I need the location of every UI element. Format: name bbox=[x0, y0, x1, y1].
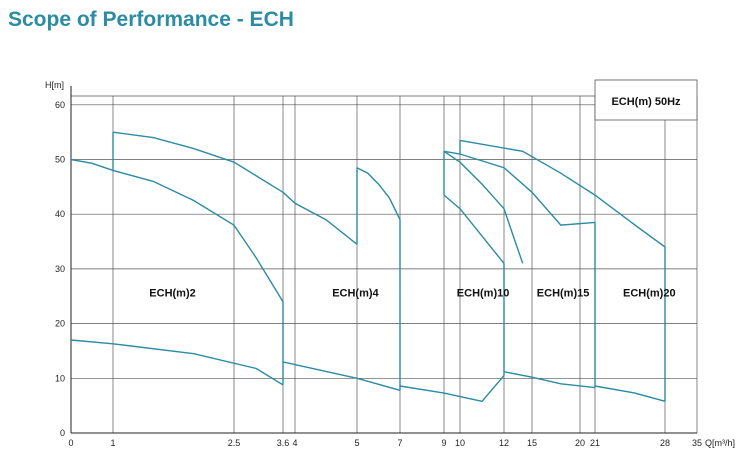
region-label-echm4: ECH(m)4 bbox=[332, 287, 379, 299]
curve-4-top bbox=[459, 139, 666, 248]
y-tick-label: 10 bbox=[55, 373, 65, 383]
x-tick-label: 15 bbox=[527, 438, 537, 448]
legend-box-group: ECH(m) 50Hz bbox=[594, 79, 698, 121]
y-tick-label: 60 bbox=[55, 100, 65, 110]
legend-text: ECH(m) 50Hz bbox=[611, 96, 681, 108]
curve-1-top bbox=[282, 191, 358, 245]
region-label-echm20: ECH(m)20 bbox=[623, 287, 676, 299]
curve-0-top bbox=[112, 131, 284, 193]
x-tick-label: 9 bbox=[441, 438, 446, 448]
axes: 0 10 20 30 40 50 60 0 1 2.5 3.6 4 5 7 9 10 12 15 20 21 28 35 H… bbox=[45, 80, 735, 448]
x-tick-label: 35 bbox=[692, 438, 702, 448]
x-axis-label: Q[m³/h] bbox=[705, 438, 735, 448]
curve-2-bottom bbox=[399, 375, 505, 403]
page-title: Scope of Performance - ECH bbox=[8, 8, 294, 31]
region-label-echm15: ECH(m)15 bbox=[537, 287, 590, 299]
curves bbox=[70, 131, 666, 403]
region-labels: ECH(m)2 ECH(m)4 ECH(m)10 ECH(m)15 ECH(m)20 bbox=[149, 287, 675, 299]
x-tick-label: 1 bbox=[110, 438, 115, 448]
x-tick-label: 21 bbox=[590, 438, 600, 448]
y-tick-label: 0 bbox=[60, 428, 65, 438]
region-label-echm2: ECH(m)2 bbox=[149, 287, 195, 299]
x-tick-label: 2.5 bbox=[228, 438, 241, 448]
curve-2-top bbox=[443, 150, 524, 264]
curve-2-mid bbox=[443, 194, 505, 264]
grid-lines bbox=[71, 95, 698, 433]
x-tick-label: 4 bbox=[292, 438, 297, 448]
y-tick-label: 30 bbox=[55, 264, 65, 274]
y-tick-label: 20 bbox=[55, 319, 65, 329]
y-tick-label: 40 bbox=[55, 209, 65, 219]
curve-4-bottom bbox=[594, 385, 666, 402]
x-tick-label: 10 bbox=[455, 438, 465, 448]
y-tick-label: 50 bbox=[55, 155, 65, 165]
x-tick-label: 5 bbox=[354, 438, 359, 448]
curve-3-top bbox=[443, 150, 596, 226]
x-tick-label: 12 bbox=[499, 438, 509, 448]
y-axis-label: H[m] bbox=[45, 80, 64, 90]
curve-1-mid bbox=[356, 167, 401, 291]
x-tick-label: 7 bbox=[397, 438, 402, 448]
curve-1-bottom bbox=[282, 361, 401, 391]
x-tick-label: 3.6 bbox=[277, 438, 290, 448]
curve-3-bottom bbox=[503, 371, 596, 389]
region-label-echm10: ECH(m)10 bbox=[457, 287, 510, 299]
x-tick-label: 20 bbox=[575, 438, 585, 448]
x-tick-label: 0 bbox=[68, 438, 73, 448]
curve-0-bottom bbox=[70, 339, 284, 386]
x-tick-label: 28 bbox=[660, 438, 670, 448]
legend-box bbox=[594, 79, 698, 121]
curve-0-mid bbox=[70, 158, 284, 303]
